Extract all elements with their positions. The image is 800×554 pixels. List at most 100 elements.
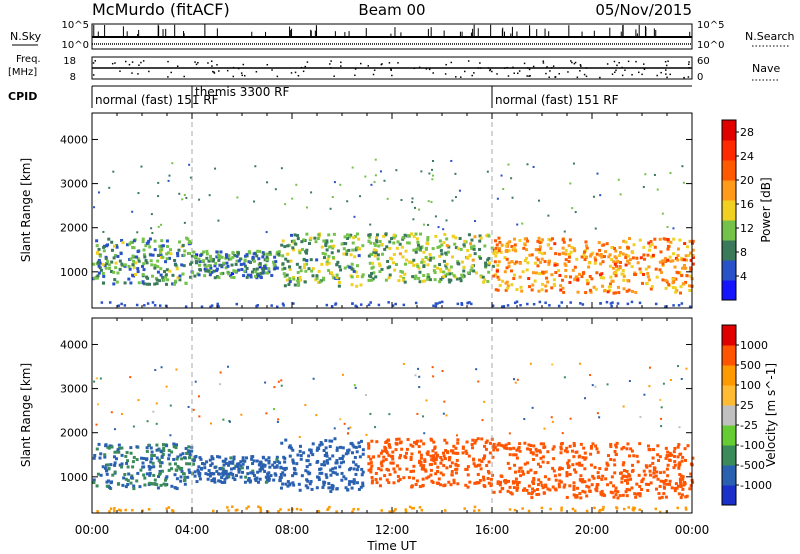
echo-cell [329,468,333,472]
echo-cell [626,481,630,485]
echo-cell [257,257,261,261]
echo-cell [245,275,249,279]
echo-cell [128,267,132,271]
echo-cell [308,238,312,242]
echo-cell [322,483,326,487]
nave-dot [360,62,362,65]
echo-cell [285,273,289,277]
echo-cell [539,442,543,446]
echo-cell [494,246,498,250]
nave-dot [606,63,609,65]
echo-cell [297,283,301,287]
echo-cell [618,246,622,250]
echo-cell [536,258,540,262]
echo-cell [156,486,160,490]
echo-cell [420,279,424,283]
echo-cell [412,263,416,267]
echo-cell [644,267,648,271]
echo-cell [355,481,359,485]
echo-cell [358,445,362,449]
echo-cell [357,247,361,251]
echo-cell [452,274,456,278]
echo-cell [663,256,667,260]
echo-cell [377,262,381,266]
echo-cell [350,283,354,287]
echo-cell [684,266,688,270]
echo-cell [262,456,266,460]
echo-cell [218,455,222,459]
sparse-echo-cell [274,188,277,191]
echo-cell [596,450,600,454]
sparse-echo-cell [353,215,356,218]
sparse-echo-cell [521,222,524,225]
echo-cell [498,240,502,244]
echo-cell [559,480,563,484]
ground-scatter-cell [557,304,561,308]
nave-dot [218,70,220,72]
echo-cell [442,241,446,245]
echo-cell [534,447,538,451]
echo-cell [135,479,139,483]
sparse-echo-cell [353,384,356,387]
echo-cell [208,458,212,462]
echo-cell [293,283,297,287]
echo-cell [589,463,593,467]
echo-cell [456,482,460,486]
echo-cell [224,469,228,473]
echo-cell [617,267,621,271]
nsearch-tick-top: 10^5 [697,20,724,31]
echo-cell [586,282,590,286]
echo-cell [442,454,446,458]
echo-cell [613,463,617,467]
echo-cell [126,479,130,483]
echo-cell [542,251,546,255]
echo-cell [462,265,466,269]
echo-cell [514,477,518,481]
echo-cell [681,487,685,491]
echo-cell [538,248,542,252]
nave-dot [300,66,303,69]
echo-cell [439,249,443,253]
echo-cell [182,479,186,483]
echo-cell [557,269,561,273]
ground-scatter-cell [560,509,563,512]
echo-cell [684,495,688,499]
echo-cell [330,439,334,443]
velocity-frame [91,317,693,514]
echo-cell [422,442,426,446]
sparse-echo-cell [420,170,423,173]
echo-cell [319,441,323,445]
echo-cell [466,465,470,469]
echo-cell [689,267,693,271]
echo-cell [684,258,688,262]
echo-cell [224,457,228,461]
echo-cell [181,472,185,476]
echo-cell [315,276,319,280]
echo-cell [562,240,566,244]
ground-scatter-cell [109,507,113,510]
echo-cell [103,466,107,470]
echo-cell [450,470,454,474]
echo-cell [595,252,599,256]
echo-cell [159,483,163,487]
echo-cell [472,462,476,466]
sparse-echo-cell [500,174,503,177]
sparse-echo-cell [160,223,163,226]
sparse-echo-cell [110,411,113,414]
echo-cell [682,483,686,487]
echo-cell [608,264,612,268]
echo-cell [129,451,133,455]
sparse-echo-cell [364,394,367,397]
echo-cell [518,261,522,265]
echo-cell [588,274,592,278]
ground-scatter-cell [380,509,383,512]
echo-cell [296,453,300,457]
echo-cell [407,234,411,238]
echo-cell [536,239,540,243]
echo-cell [456,260,460,264]
echo-cell [615,441,619,445]
echo-cell [185,451,189,455]
echo-cell [551,447,555,451]
nave-dot [464,70,466,73]
echo-cell [141,280,145,284]
